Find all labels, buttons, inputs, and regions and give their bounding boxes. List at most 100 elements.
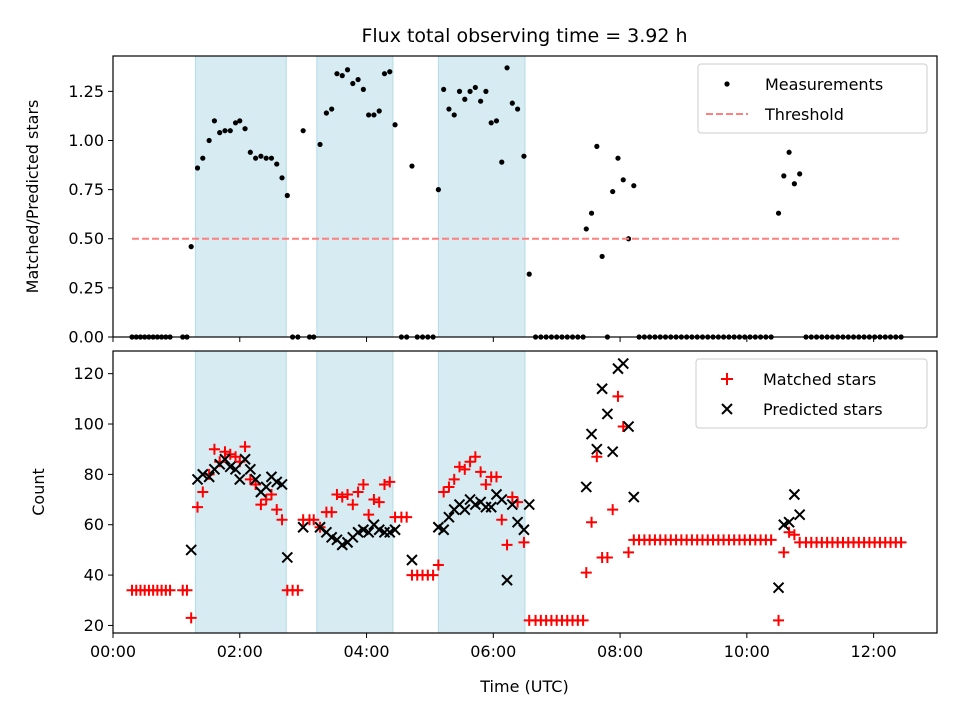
measurement-point [478, 98, 484, 104]
shaded-interval [437, 350, 526, 634]
predicted-star-point [506, 498, 519, 511]
matched-star-point [783, 526, 795, 538]
matched-star-point [244, 473, 256, 485]
x-axis-label: Time (UTC) [479, 677, 568, 696]
y-tick-label: 20 [84, 616, 104, 635]
matched-star-point [778, 546, 790, 558]
predicted-star-point [485, 501, 497, 513]
x-tick-label: 02:00 [217, 642, 263, 661]
y-tick-label: 1.00 [68, 131, 104, 150]
matched-star-point [308, 514, 320, 526]
legend-predicted-marker [721, 403, 733, 415]
bottom-series [126, 357, 907, 626]
measurement-point [504, 65, 510, 71]
top-axes-frame [112, 55, 938, 338]
measurement-point [387, 69, 393, 75]
matched-star-point [895, 536, 907, 548]
measurement-point [206, 137, 212, 144]
measurement-point [211, 118, 218, 124]
x-tick-label: 06:00 [470, 642, 516, 661]
predicted-star-point [185, 544, 197, 556]
measurement-point [526, 271, 532, 277]
matched-star-point [506, 491, 518, 503]
predicted-star-point [788, 488, 801, 501]
predicted-star-point [406, 554, 418, 566]
measurement-point [300, 128, 306, 134]
measurement-point [194, 165, 201, 171]
measurement-point [200, 155, 206, 161]
measurement-point [521, 153, 527, 159]
measurement-point [274, 161, 280, 167]
matched-star-point [352, 486, 364, 498]
legend-threshold-label: Threshold [764, 105, 844, 124]
matched-star-point [623, 546, 635, 558]
y-tick-label: 120 [73, 364, 104, 383]
top-legend: Measurements Threshold [697, 63, 928, 134]
y-tick-label: 80 [84, 465, 104, 484]
matched-star-point [192, 501, 204, 513]
measurement-point [247, 149, 253, 155]
matched-star-point [368, 494, 380, 506]
matched-star-point [501, 539, 513, 551]
matched-star-point [612, 390, 624, 402]
measurement-point [509, 100, 515, 106]
top-panel: 0.00 0.25 0.50 0.75 1.00 1.25 Matched/Predict… [23, 55, 938, 347]
matched-star-point [197, 486, 209, 498]
measurement-point [456, 88, 463, 94]
matched-star-point [276, 514, 288, 526]
matched-star-point [480, 478, 492, 490]
measurement-point [588, 210, 595, 216]
measurement-point [786, 149, 792, 155]
predicted-star-point [276, 478, 288, 491]
x-tick-label: 04:00 [343, 642, 389, 661]
shaded-interval [437, 55, 526, 338]
measurement-point [268, 155, 275, 161]
predicted-star-point [244, 463, 257, 476]
measurement-point [350, 80, 356, 87]
predicted-star-point [362, 526, 375, 538]
measurement-point [631, 183, 637, 189]
measurement-point [775, 210, 782, 216]
matched-star-point [496, 514, 508, 526]
measurement-point [237, 118, 243, 124]
measurement-point [483, 88, 489, 94]
measurement-point [797, 171, 803, 177]
matched-star-point [326, 506, 338, 518]
predicted-star-point [281, 551, 294, 564]
matched-star-point [617, 421, 629, 433]
predicted-star-point [229, 463, 242, 476]
measurement-point [435, 187, 441, 193]
measurement-point [467, 88, 473, 94]
matched-star-point [239, 441, 251, 453]
matched-star-point [577, 614, 589, 626]
matched-star-point [373, 496, 385, 508]
measurement-point [791, 181, 797, 187]
x-tick-label: 12:00 [851, 642, 897, 661]
measurement-point [472, 84, 478, 91]
measurement-point [344, 67, 351, 73]
measurement-point [253, 155, 259, 161]
bottom-panel: 20 40 60 80 100 120 00:00 02:00 04:00 06:00 08:00… [29, 350, 938, 696]
matched-star-point [185, 612, 197, 624]
matched-star-point [765, 534, 777, 546]
measurement-point [227, 128, 233, 134]
predicted-star-point [496, 493, 508, 506]
measurement-point [323, 110, 329, 116]
predicted-star-point [585, 428, 598, 440]
matched-star-point [580, 567, 592, 579]
predicted-star-point [234, 473, 246, 486]
measurement-point [583, 226, 589, 232]
measurement-point [329, 106, 335, 112]
measurement-point [392, 122, 398, 128]
bottom-y-ticks: 20 40 60 80 100 120 [73, 364, 113, 635]
matched-star-point [443, 481, 455, 493]
predicted-star-point [239, 453, 251, 465]
y-tick-label: 60 [84, 515, 104, 534]
x-tick-label: 00:00 [90, 642, 136, 661]
predicted-star-point [606, 446, 619, 458]
predicted-star-point [601, 408, 614, 420]
bottom-shaded-intervals [194, 350, 526, 634]
matched-star-point [475, 466, 487, 478]
matched-star-point [208, 443, 220, 455]
